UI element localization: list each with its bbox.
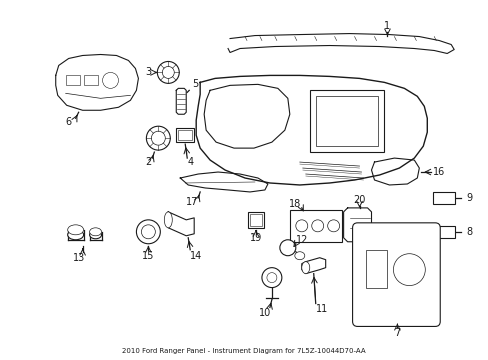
Circle shape xyxy=(262,268,281,288)
Circle shape xyxy=(295,220,307,232)
Polygon shape xyxy=(196,75,427,185)
Polygon shape xyxy=(56,54,138,110)
Circle shape xyxy=(266,273,276,283)
Text: 14: 14 xyxy=(190,251,202,261)
Circle shape xyxy=(146,126,170,150)
Polygon shape xyxy=(371,158,419,185)
Circle shape xyxy=(327,220,339,232)
Bar xyxy=(289,210,341,242)
Polygon shape xyxy=(343,208,371,242)
Text: 12: 12 xyxy=(295,235,307,245)
Bar xyxy=(65,75,80,85)
Text: 11: 11 xyxy=(315,305,327,315)
Bar xyxy=(309,90,384,152)
Text: 10: 10 xyxy=(258,309,270,319)
Bar xyxy=(176,128,194,142)
Text: 4: 4 xyxy=(187,157,193,167)
Text: 17: 17 xyxy=(185,197,198,207)
Bar xyxy=(432,192,454,204)
Polygon shape xyxy=(203,84,289,148)
Ellipse shape xyxy=(301,262,309,274)
Text: 1: 1 xyxy=(384,21,390,31)
Polygon shape xyxy=(168,212,194,236)
Text: 8: 8 xyxy=(465,227,471,237)
Circle shape xyxy=(151,131,165,145)
Text: 6: 6 xyxy=(65,117,72,127)
Text: 7: 7 xyxy=(393,328,400,338)
Circle shape xyxy=(162,67,174,78)
Text: 13: 13 xyxy=(72,253,84,263)
Polygon shape xyxy=(180,172,267,192)
Text: 9: 9 xyxy=(465,193,471,203)
Text: 2010 Ford Ranger Panel - Instrument Diagram for 7L5Z-10044D70-AA: 2010 Ford Ranger Panel - Instrument Diag… xyxy=(122,348,365,354)
Ellipse shape xyxy=(89,231,102,239)
Text: 15: 15 xyxy=(142,251,154,261)
Polygon shape xyxy=(227,33,453,54)
Circle shape xyxy=(393,254,425,285)
Bar xyxy=(249,214,262,226)
FancyBboxPatch shape xyxy=(352,223,439,327)
Text: 19: 19 xyxy=(249,233,262,243)
Ellipse shape xyxy=(164,212,172,228)
Circle shape xyxy=(279,240,295,256)
Circle shape xyxy=(311,220,323,232)
Polygon shape xyxy=(301,258,325,274)
Circle shape xyxy=(141,225,155,239)
Circle shape xyxy=(102,72,118,88)
Text: 5: 5 xyxy=(192,79,198,89)
Circle shape xyxy=(157,62,179,84)
Text: 18: 18 xyxy=(288,199,300,209)
Bar xyxy=(83,75,98,85)
Text: 16: 16 xyxy=(432,167,445,177)
Bar xyxy=(315,96,378,146)
Bar xyxy=(432,226,454,238)
Text: 3: 3 xyxy=(145,67,151,77)
Ellipse shape xyxy=(89,228,102,236)
Circle shape xyxy=(136,220,160,244)
Bar xyxy=(178,130,192,140)
Ellipse shape xyxy=(294,252,304,260)
Text: 2: 2 xyxy=(145,157,151,167)
Ellipse shape xyxy=(67,230,83,240)
Bar xyxy=(365,250,386,288)
Text: 20: 20 xyxy=(353,195,365,205)
Bar xyxy=(247,212,264,228)
Ellipse shape xyxy=(67,225,83,235)
Polygon shape xyxy=(176,88,186,114)
